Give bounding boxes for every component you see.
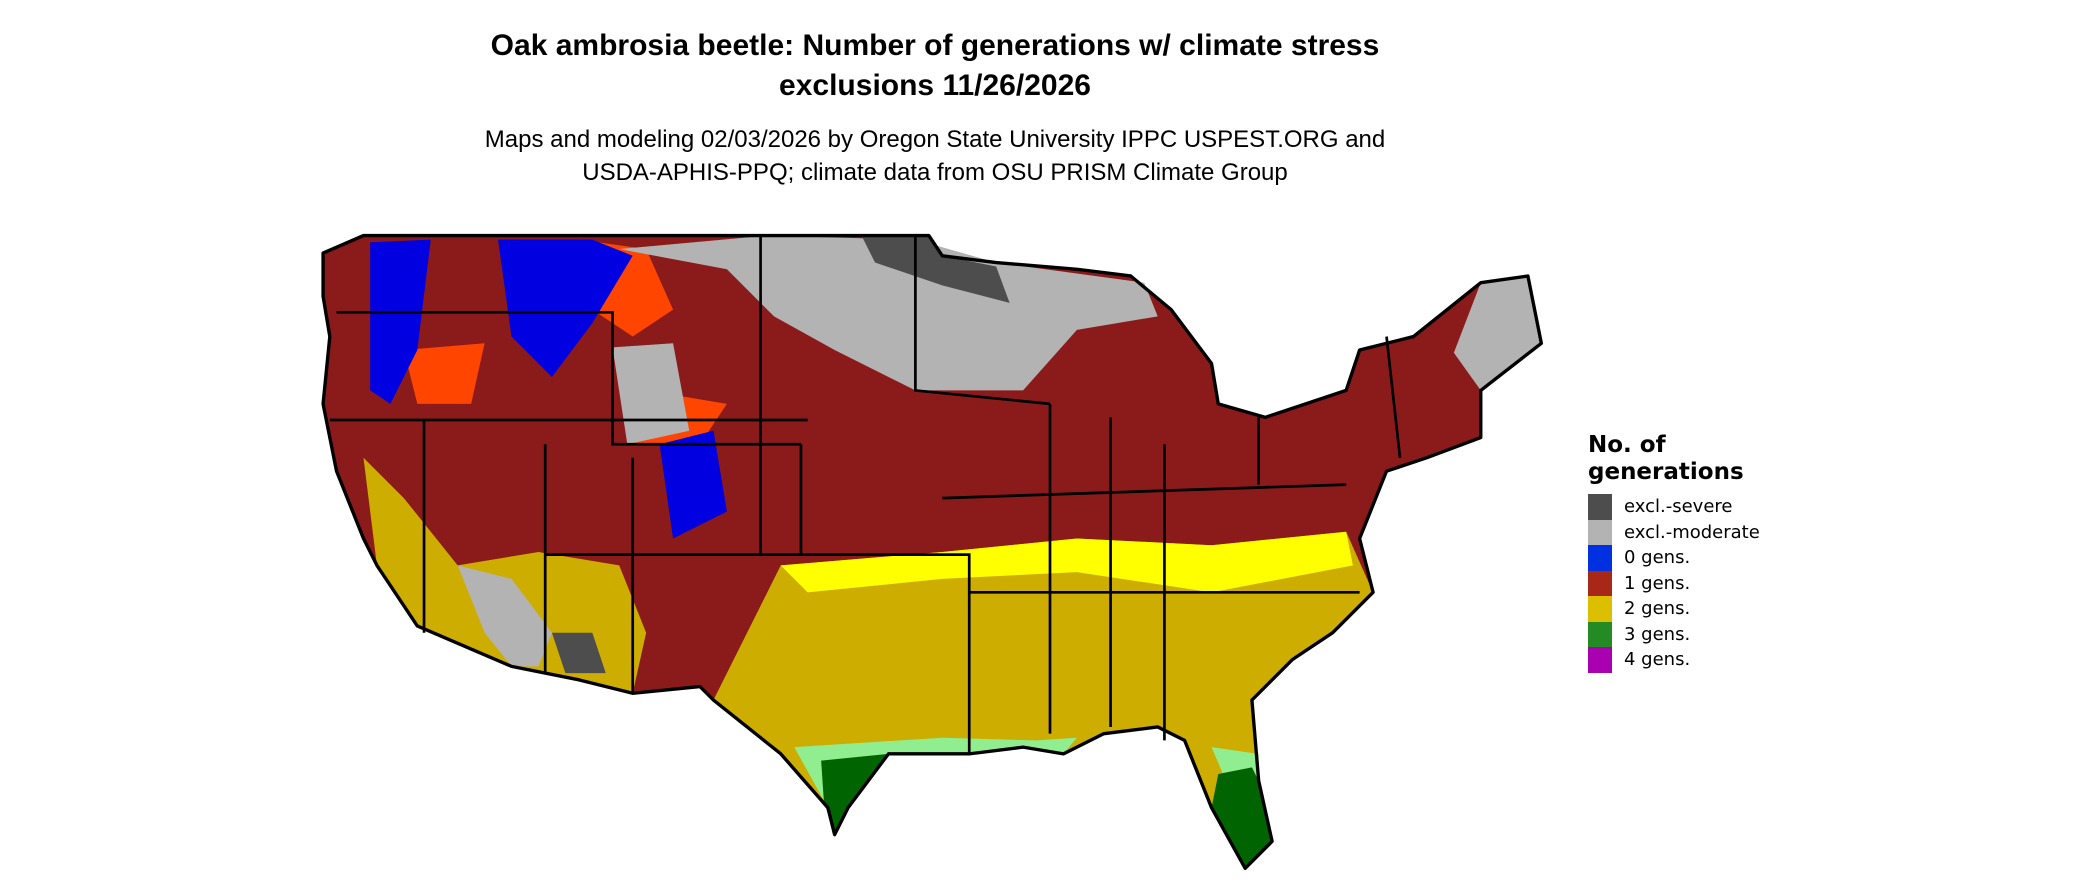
map-title-line2: exclusions 11/26/2026 (779, 69, 1091, 102)
legend-swatch (1588, 570, 1612, 596)
region-1-gen-light (403, 343, 485, 404)
region-excl-moderate-ne (1453, 275, 1542, 391)
region-3-gen-fl (1211, 767, 1273, 869)
legend-swatch (1588, 596, 1612, 622)
legend-label: 2 gens. (1624, 598, 1691, 620)
region-excl-moderate-north (619, 235, 1158, 391)
region-0-gen-co (659, 430, 727, 539)
state-border (914, 235, 1051, 406)
subtitle-line1: Maps and modeling 02/03/2026 by Oregon S… (484, 126, 1386, 153)
region-0-gen-id-mt (498, 239, 633, 377)
legend-item: 4 gens. (1588, 647, 1760, 673)
region-2-gen-south (713, 531, 1374, 869)
legend-label: excl.-severe (1624, 496, 1733, 518)
map-title-line1: Oak ambrosia beetle: Number of generatio… (490, 29, 1380, 62)
state-border (942, 483, 1347, 500)
legend-swatch (1588, 647, 1612, 673)
legend-swatch (1588, 545, 1612, 571)
region-excl-severe-mn (861, 235, 1010, 303)
legend-item: 2 gens. (1588, 596, 1760, 622)
legend-label: 0 gens. (1624, 547, 1691, 569)
legend-label: 1 gens. (1624, 572, 1691, 594)
legend-swatch (1588, 621, 1612, 647)
us-outline (321, 233, 1544, 870)
legend-title-line2: generations (1588, 459, 1744, 485)
region-2-gen-light (780, 531, 1353, 593)
legend-item: 1 gens. (1588, 570, 1760, 596)
legend-label: 3 gens. (1624, 623, 1691, 645)
legend-label: 4 gens. (1624, 649, 1691, 671)
legend-item: 0 gens. (1588, 545, 1760, 571)
region-excl-severe-sw (551, 632, 606, 674)
legend-item: 3 gens. (1588, 621, 1760, 647)
legend-swatch (1588, 519, 1612, 545)
legend: No. of generations excl.-severe excl.-mod… (1588, 432, 1760, 673)
region-excl-moderate-sw (457, 565, 552, 667)
legend-title-line1: No. of (1588, 432, 1666, 458)
state-border (336, 310, 801, 446)
legend-label: excl.-moderate (1624, 521, 1760, 543)
region-0-gen-nw (370, 239, 431, 404)
legend-swatch (1588, 494, 1612, 520)
state-border (1385, 336, 1402, 458)
legend-item: excl.-moderate (1588, 519, 1760, 545)
subtitle-line2: USDA-APHIS-PPQ; climate data from OSU PR… (582, 159, 1288, 186)
legend-item: excl.-severe (1588, 494, 1760, 520)
state-border (545, 553, 971, 754)
